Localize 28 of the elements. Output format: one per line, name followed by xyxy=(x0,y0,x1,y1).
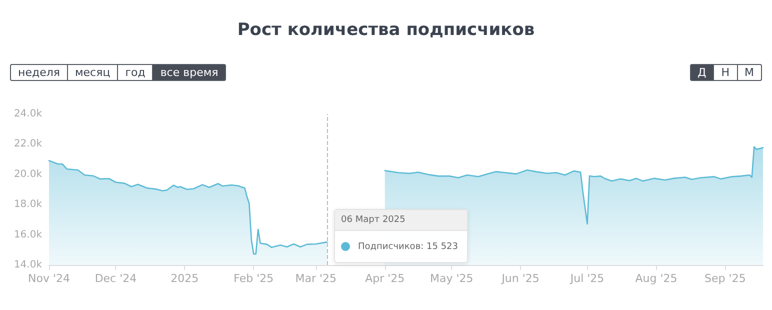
y-tick-label: 14.0k xyxy=(14,260,42,270)
period-toggle[interactable]: год xyxy=(117,64,154,81)
y-tick-label: 20.0k xyxy=(14,168,42,180)
x-tick-label: Dec '24 xyxy=(94,272,137,285)
y-tick-label: 22.0k xyxy=(14,138,42,150)
x-tick-label: Jun '25 xyxy=(500,272,540,285)
x-tick-label: Jul '25 xyxy=(569,272,604,285)
x-tick-label: Sep '25 xyxy=(704,272,746,285)
y-tick-label: 16.0k xyxy=(14,229,42,240)
x-tick-label: Mar '25 xyxy=(295,272,337,285)
x-tick-label: 2025 xyxy=(170,272,199,285)
period-toggle[interactable]: все время xyxy=(152,64,226,81)
period-toggle[interactable]: неделя xyxy=(10,64,68,81)
x-tick-label: Feb '25 xyxy=(234,272,274,285)
x-tick-label: Aug '25 xyxy=(635,272,678,285)
y-tick-label: 18.0k xyxy=(14,199,42,210)
period-toggle[interactable]: М xyxy=(736,64,762,81)
y-tick-label: 24.0k xyxy=(14,108,42,120)
annotation: Подписчиков: 15 523 xyxy=(358,242,458,252)
x-tick-label: Nov '24 xyxy=(28,272,70,285)
x-tick-label: Apr '25 xyxy=(365,272,405,285)
period-toggle[interactable]: Д xyxy=(690,64,714,81)
chart-title: Рост количества подписчиков xyxy=(236,20,536,40)
annotation: 06 Март 2025 xyxy=(335,210,468,232)
period-toggle[interactable]: месяц xyxy=(66,64,118,81)
hover-tooltip: 06 Март 2025 Подписчиков: 15 523 xyxy=(334,209,468,264)
period-toggle[interactable]: Н xyxy=(713,64,738,81)
x-tick-label: May '25 xyxy=(430,272,474,285)
